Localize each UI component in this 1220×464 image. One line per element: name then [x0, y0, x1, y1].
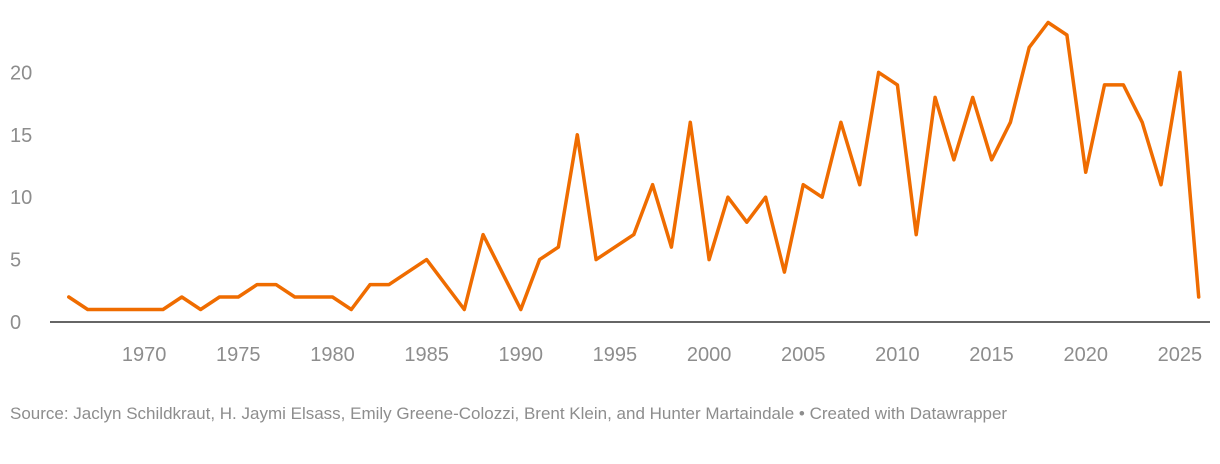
data-point: [688, 120, 692, 124]
data-point: [199, 308, 203, 312]
data-point: [745, 220, 749, 224]
data-point: [236, 295, 240, 299]
data-point: [858, 183, 862, 187]
data-point: [877, 70, 881, 74]
data-point: [538, 258, 542, 262]
data-point: [67, 295, 71, 299]
data-point: [387, 283, 391, 287]
data-point: [142, 308, 146, 312]
data-point: [707, 258, 711, 262]
data-point: [293, 295, 297, 299]
data-point: [651, 183, 655, 187]
data-point: [1197, 295, 1201, 299]
data-point: [1140, 120, 1144, 124]
data-point: [801, 183, 805, 187]
x-tick-label: 2020: [1063, 344, 1108, 366]
data-point: [895, 83, 899, 87]
x-tick-label: 2005: [781, 344, 826, 366]
data-point: [180, 295, 184, 299]
data-point: [368, 283, 372, 287]
data-point: [669, 245, 673, 249]
data-point: [481, 233, 485, 237]
data-point: [594, 258, 598, 262]
data-point: [1008, 120, 1012, 124]
data-point: [990, 158, 994, 162]
data-point: [1065, 33, 1069, 37]
x-tick-label: 1980: [310, 344, 355, 366]
data-point: [274, 283, 278, 287]
y-axis-ticks: 0 5 10 15 20: [10, 62, 32, 334]
data-point: [1084, 170, 1088, 174]
data-point: [914, 233, 918, 237]
x-tick-label: 2025: [1158, 344, 1203, 366]
y-tick-label: 0: [10, 312, 21, 334]
data-point: [933, 95, 937, 99]
data-point: [1046, 20, 1050, 24]
data-point: [1121, 83, 1125, 87]
data-point: [839, 120, 843, 124]
x-tick-label: 2015: [969, 344, 1014, 366]
data-point: [104, 308, 108, 312]
data-point: [161, 308, 165, 312]
data-point: [255, 283, 259, 287]
y-tick-label: 10: [10, 187, 32, 209]
data-point: [1103, 83, 1107, 87]
data-point: [556, 245, 560, 249]
x-tick-label: 1970: [122, 344, 167, 366]
data-point: [782, 270, 786, 274]
data-point: [575, 133, 579, 137]
y-tick-label: 5: [10, 250, 21, 272]
series-line: [67, 20, 1201, 312]
data-point: [726, 195, 730, 199]
x-tick-label: 1990: [499, 344, 544, 366]
x-tick-label: 2000: [687, 344, 732, 366]
data-point: [1178, 70, 1182, 74]
data-point: [820, 195, 824, 199]
data-point: [632, 233, 636, 237]
y-tick-label: 15: [10, 125, 32, 147]
data-point: [217, 295, 221, 299]
x-tick-label: 1985: [404, 344, 449, 366]
line-chart: 0 5 10 15 20 1970 1975 1980 1985 1990 1995 2000 200…: [10, 20, 1210, 366]
data-point: [519, 308, 523, 312]
x-tick-label: 2010: [875, 344, 920, 366]
data-point: [764, 195, 768, 199]
data-point: [1159, 183, 1163, 187]
data-point: [1027, 45, 1031, 49]
x-tick-label: 1995: [593, 344, 638, 366]
data-point: [330, 295, 334, 299]
data-point: [952, 158, 956, 162]
data-point: [462, 308, 466, 312]
data-points: [67, 20, 1201, 312]
x-axis-ticks: 1970 1975 1980 1985 1990 1995 2000 2005 2010 2015…: [122, 344, 1202, 366]
data-point: [312, 295, 316, 299]
y-tick-label: 20: [10, 62, 32, 84]
source-note: Source: Jaclyn Schildkraut, H. Jaymi Els…: [10, 404, 1008, 423]
data-point: [971, 95, 975, 99]
data-point: [425, 258, 429, 262]
data-point: [349, 308, 353, 312]
data-point: [123, 308, 127, 312]
x-tick-label: 1975: [216, 344, 261, 366]
data-point: [86, 308, 90, 312]
